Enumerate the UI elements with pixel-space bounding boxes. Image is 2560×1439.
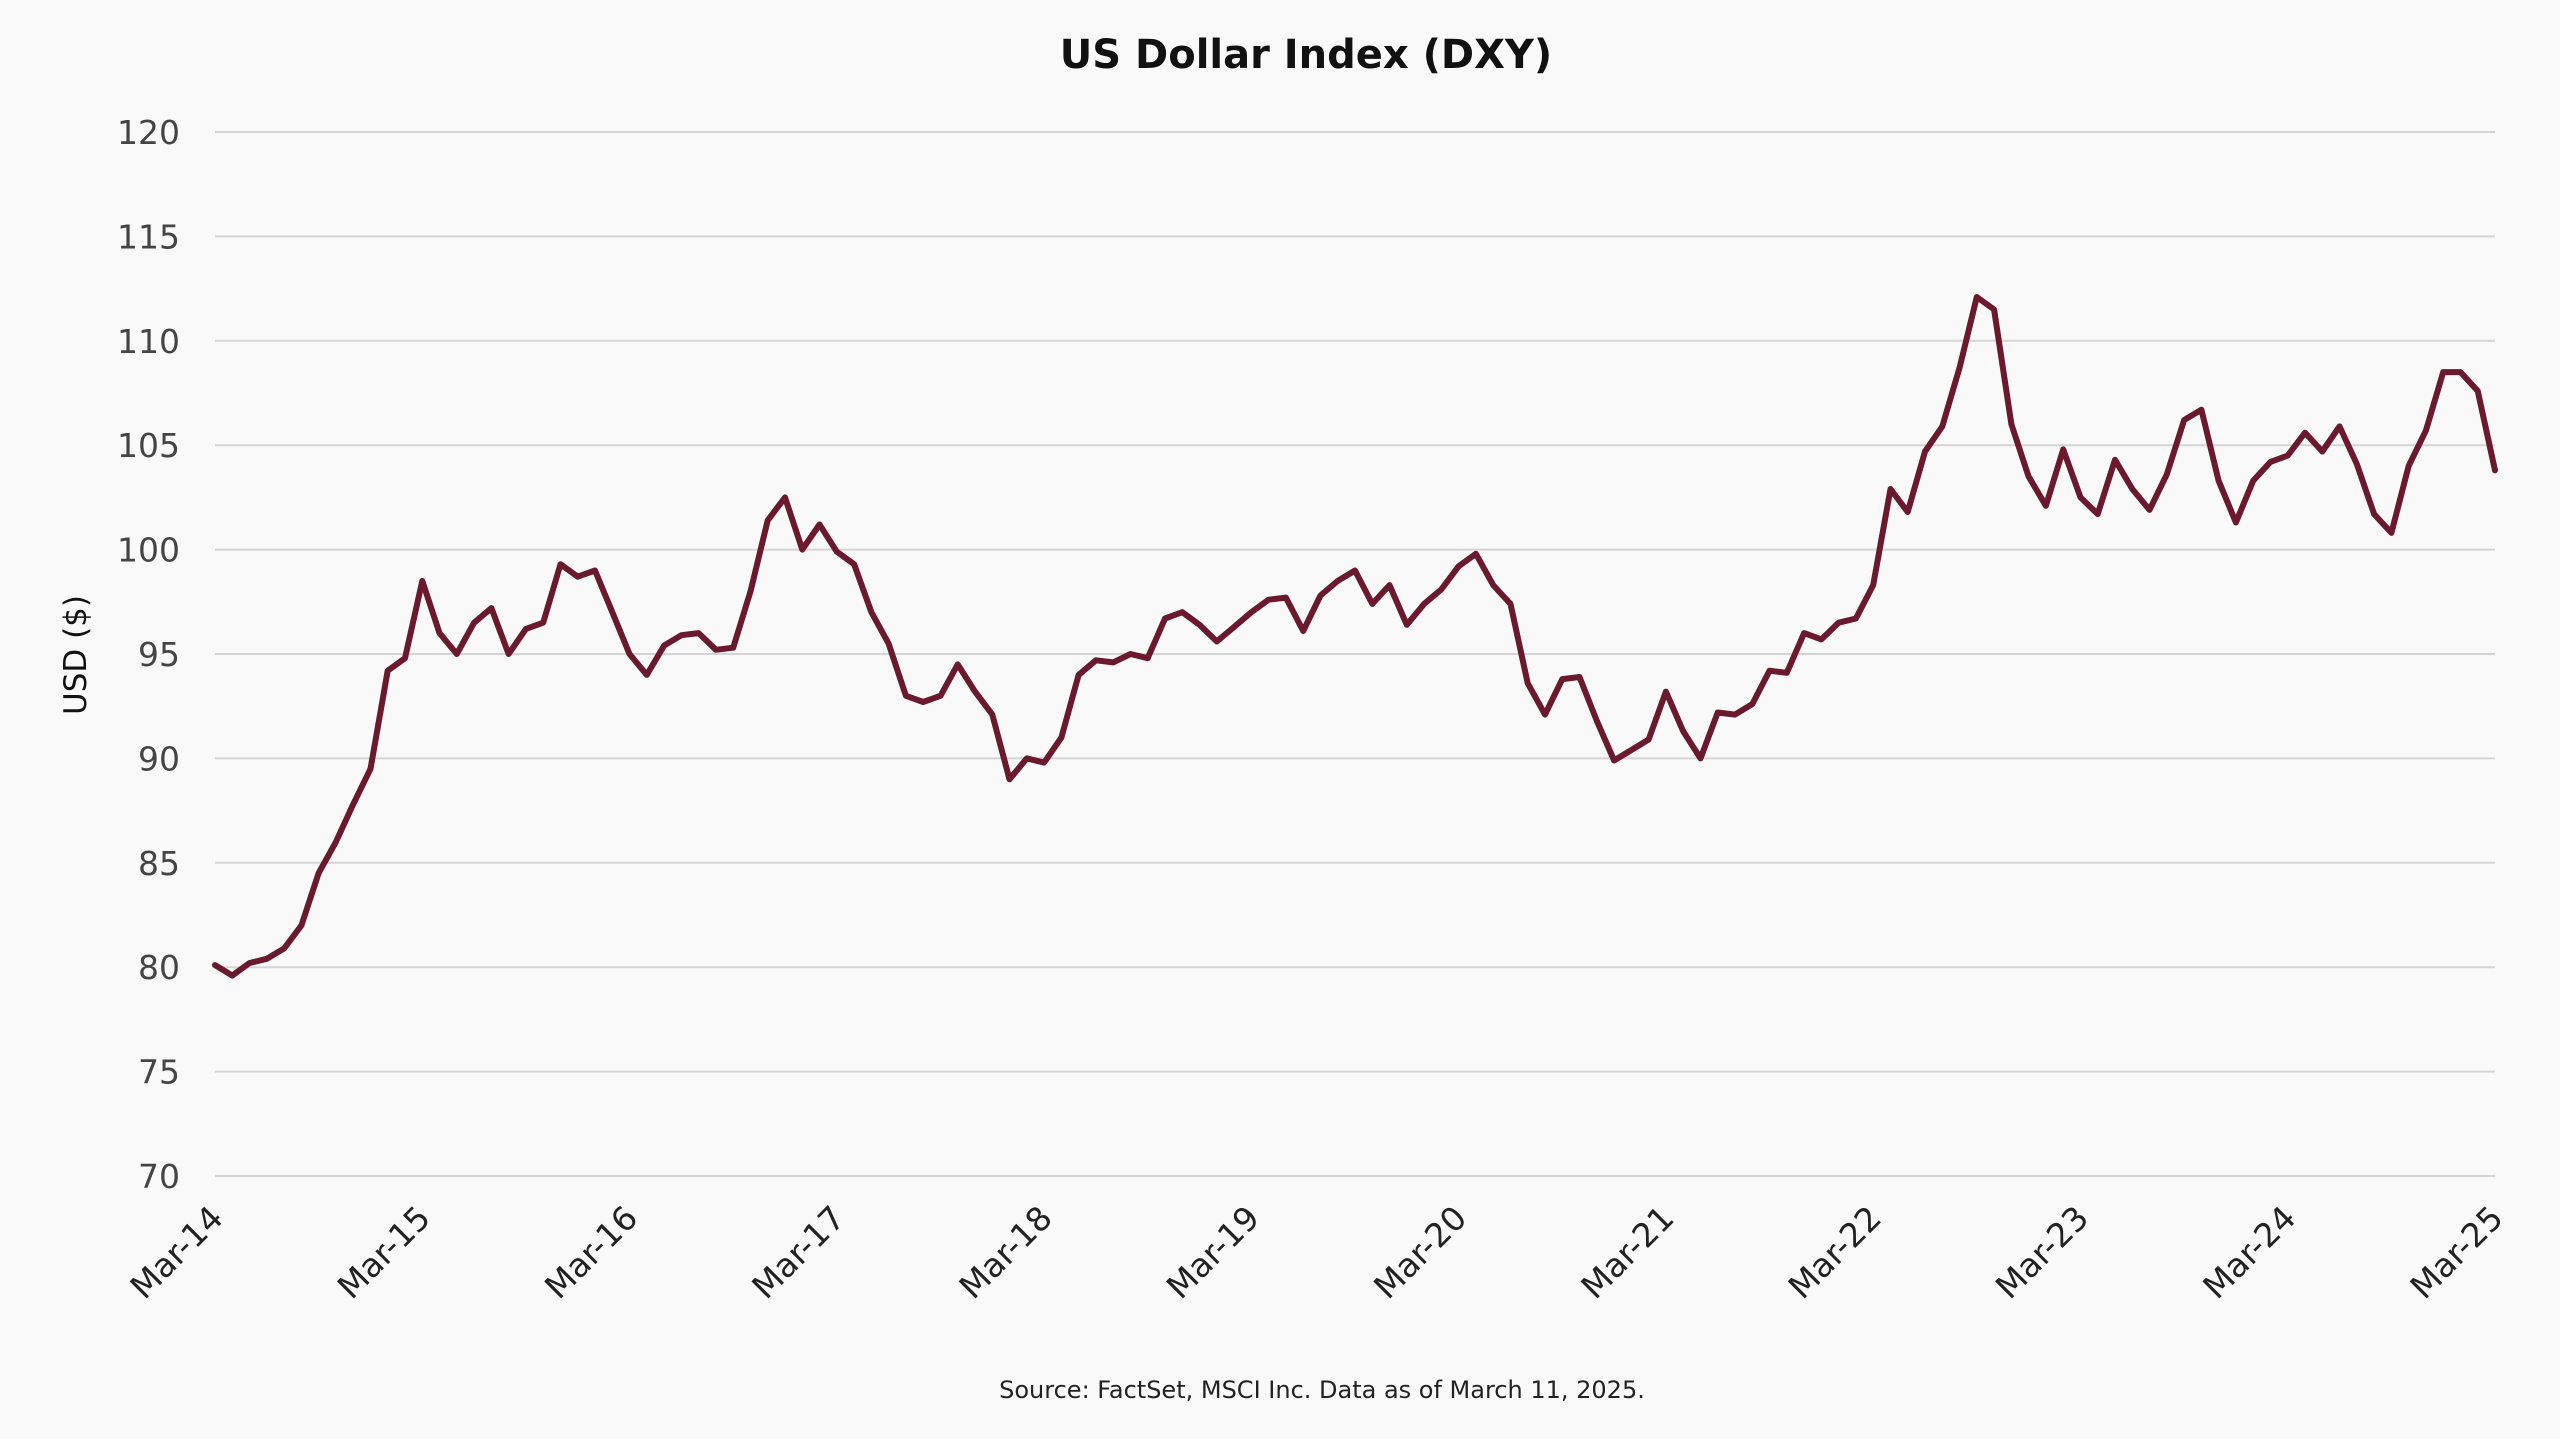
- y-axis-ticks: 70 75 80 85 90 95 100 105 110 115 120: [117, 113, 180, 1196]
- y-tick-label: 115: [117, 217, 180, 256]
- x-tick-label: Mar-23: [1988, 1198, 2096, 1306]
- x-tick-label: Mar-20: [1366, 1198, 1474, 1306]
- x-tick-label: Mar-21: [1573, 1198, 1681, 1306]
- x-axis-ticks: Mar-14 Mar-15 Mar-16 Mar-17 Mar-18 Mar-19 Mar-…: [122, 1198, 2510, 1306]
- x-tick-label: Mar-16: [537, 1198, 645, 1306]
- x-tick-label: Mar-19: [1159, 1198, 1267, 1306]
- y-tick-label: 100: [117, 531, 180, 570]
- series-layer: [212, 294, 2498, 979]
- y-tick-label: 110: [117, 322, 180, 361]
- series-line-0: [212, 294, 2498, 979]
- x-tick-label: Mar-18: [952, 1198, 1060, 1306]
- x-tick-label: Mar-15: [330, 1198, 438, 1306]
- y-tick-label: 90: [138, 739, 180, 778]
- y-tick-label: 105: [117, 426, 180, 465]
- gridlines: [215, 131, 2495, 1177]
- x-tick-label: Mar-24: [2195, 1198, 2303, 1306]
- x-tick-label: Mar-14: [122, 1198, 230, 1306]
- x-tick-label: Mar-17: [744, 1198, 852, 1306]
- y-tick-label: 85: [138, 844, 180, 883]
- x-tick-label: Mar-22: [1781, 1198, 1889, 1306]
- chart-title: US Dollar Index (DXY): [1060, 32, 1552, 78]
- y-tick-label: 80: [138, 948, 180, 987]
- y-tick-label: 95: [138, 635, 180, 674]
- x-tick-label: Mar-25: [2402, 1198, 2510, 1306]
- y-axis-label: USD ($): [58, 595, 94, 715]
- y-tick-label: 70: [138, 1157, 180, 1196]
- y-tick-label: 120: [117, 113, 180, 152]
- y-tick-label: 75: [138, 1053, 180, 1092]
- source-note: Source: FactSet, MSCI Inc. Data as of Ma…: [999, 1376, 1645, 1404]
